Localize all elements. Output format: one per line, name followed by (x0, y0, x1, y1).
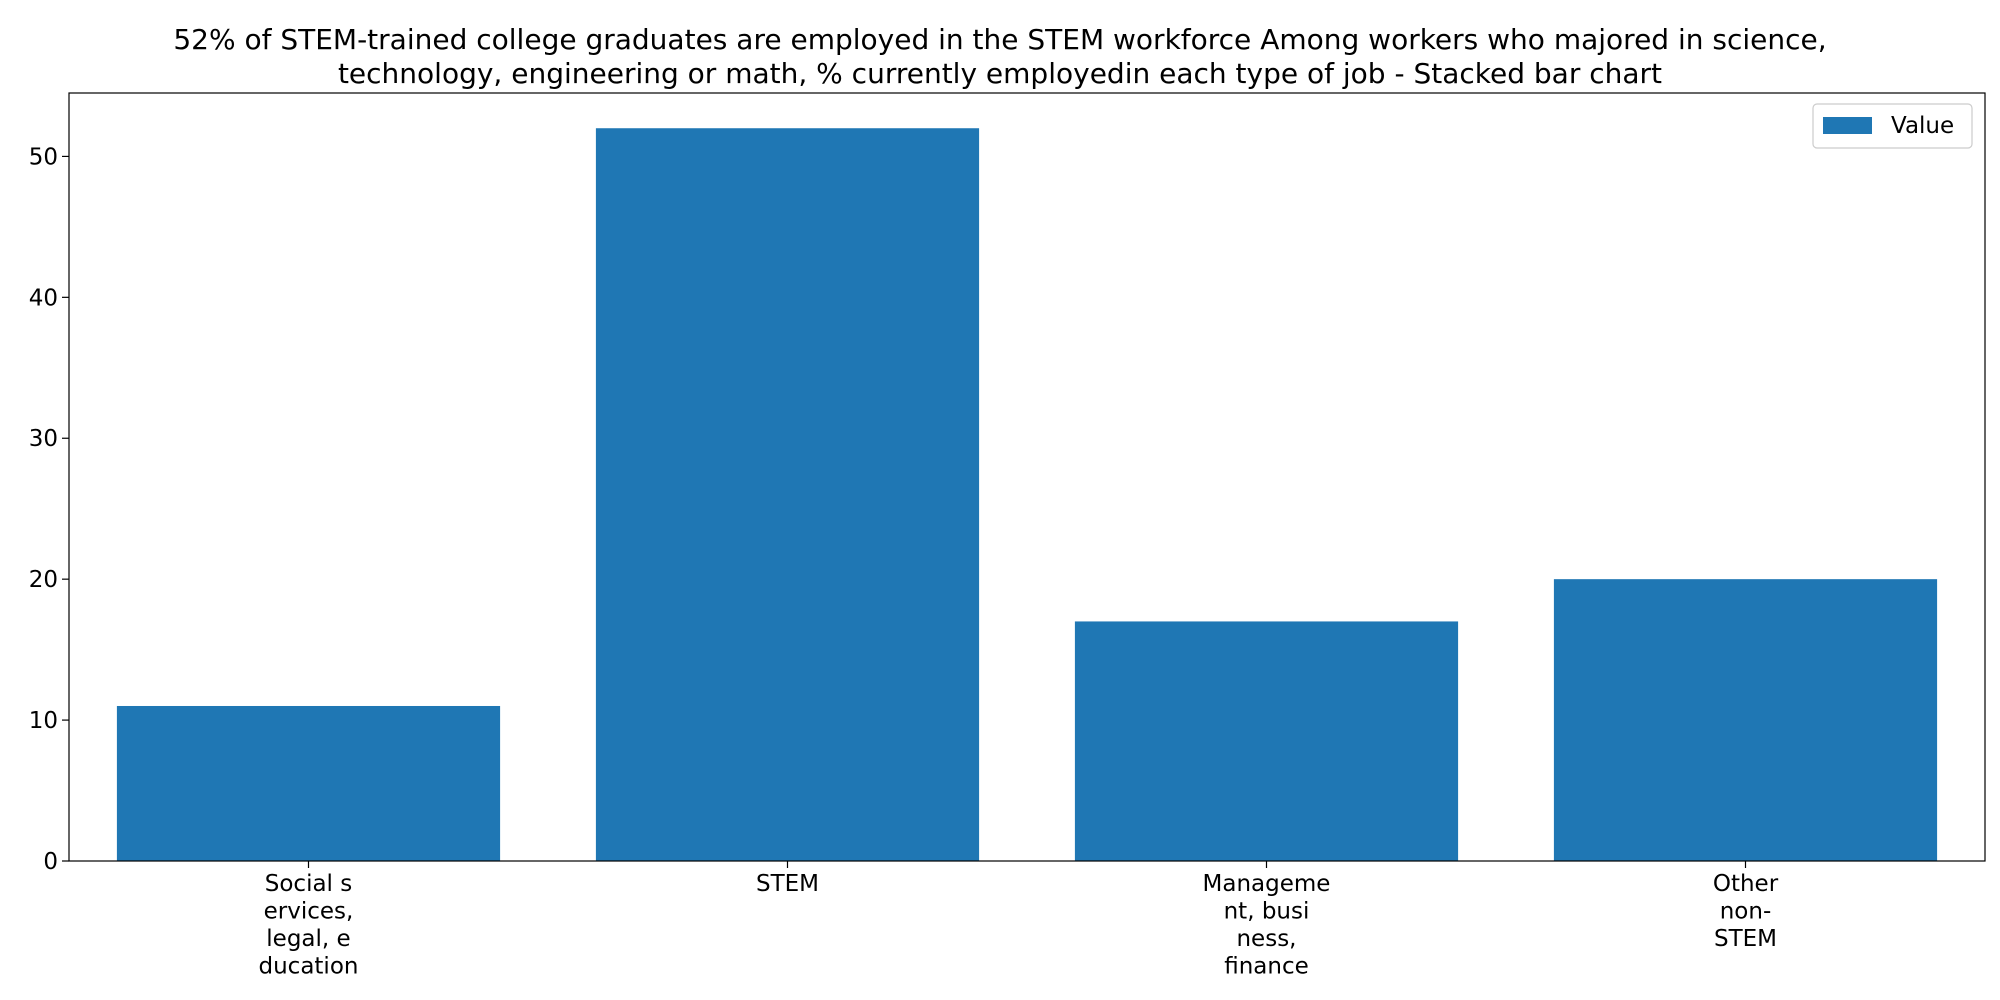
x-tick-label-line: ness, (1236, 926, 1296, 952)
x-tick-label-line: finance (1224, 954, 1309, 980)
x-tick-label-line: non- (1720, 899, 1772, 925)
bar (595, 128, 980, 861)
bar (1074, 621, 1459, 861)
chart-title-line: technology, engineering or math, % curre… (338, 57, 1662, 90)
x-axis: Social s ervices, legal, e ducation STEM Mana… (259, 861, 1779, 980)
y-tick-label: 20 (29, 567, 58, 593)
chart-title-line: 52% of STEM-trained college graduates ar… (173, 23, 1826, 56)
legend-swatch (1823, 117, 1872, 134)
legend-box (1812, 103, 1973, 149)
x-tick-label-line: Manageme (1203, 871, 1331, 897)
y-axis: 0 10 20 30 40 50 (29, 144, 69, 875)
x-tick-label-line: STEM (1714, 926, 1777, 952)
x-tick-label-line: nt, busi (1224, 899, 1310, 925)
bars (116, 128, 1938, 861)
x-tick-label-line: ervices, (264, 899, 354, 925)
x-tick-label-line: ducation (259, 954, 359, 980)
y-tick-label: 40 (29, 285, 58, 311)
y-tick-label: 10 (29, 708, 58, 734)
bar (1553, 579, 1938, 861)
x-tick-label-line: legal, e (266, 926, 350, 952)
y-tick-label: 0 (43, 849, 58, 875)
x-tick-label-line: Other (1713, 871, 1779, 897)
x-tick-label-line: STEM (756, 871, 819, 897)
x-tick-label: Manageme nt, busi ness, finance (1203, 871, 1331, 980)
x-tick-label: STEM (756, 871, 819, 897)
x-tick-label: Other non-STEM (1713, 871, 1779, 952)
bar (116, 705, 501, 861)
legend: Value (1812, 103, 1973, 149)
legend-label: Value (1891, 113, 1954, 139)
plot-frame (68, 92, 1986, 862)
x-tick-label: Social s ervices, legal, e ducation (259, 871, 359, 980)
x-tick-label-line: Social s (265, 871, 353, 897)
y-tick-label: 50 (29, 144, 58, 170)
chart-title: 52% of STEM-trained college graduates ar… (173, 23, 1826, 90)
y-tick-label: 30 (29, 426, 58, 452)
